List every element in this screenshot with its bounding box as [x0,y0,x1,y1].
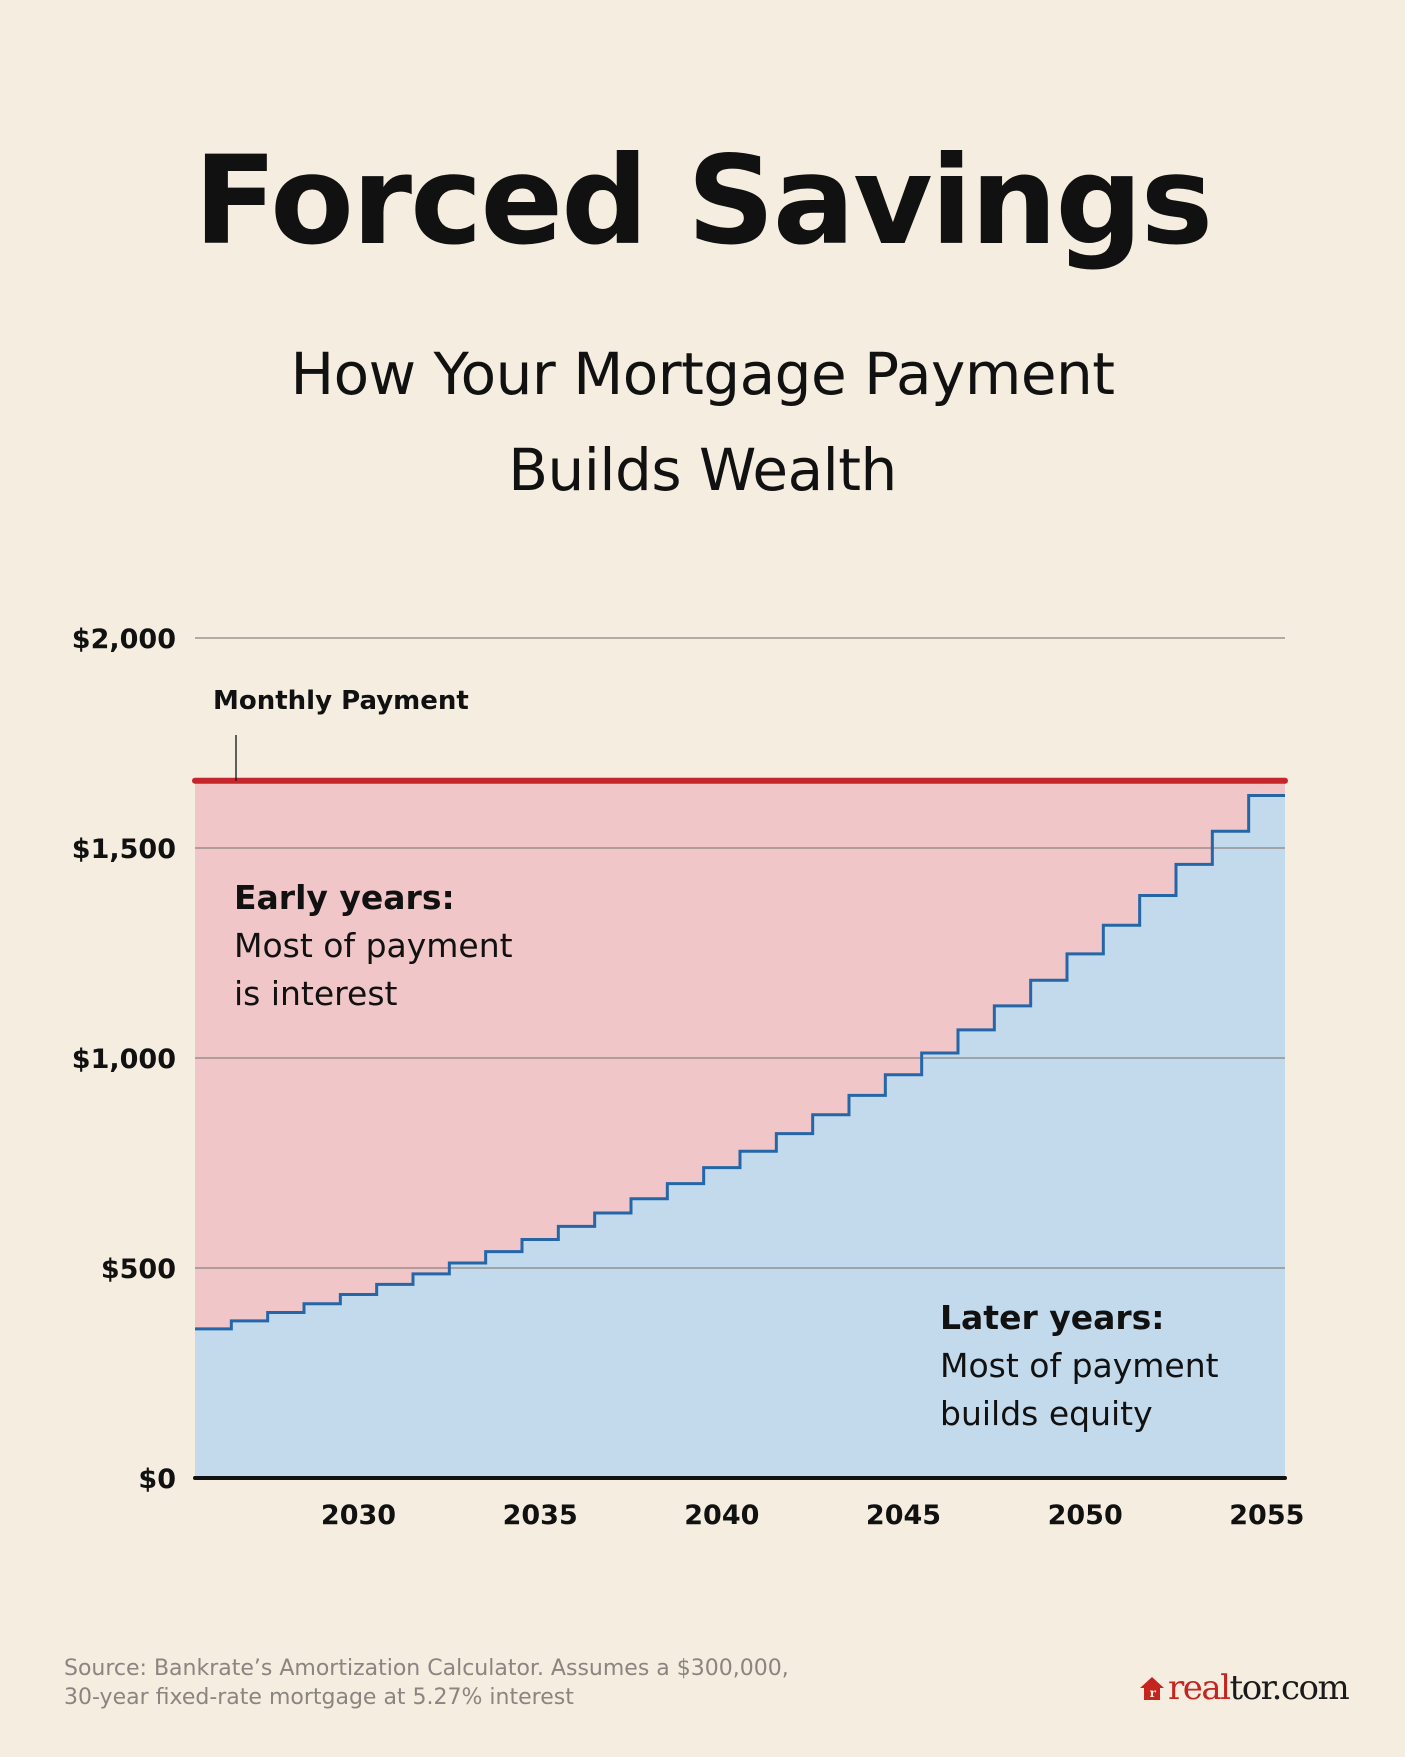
chart-lines [192,735,1288,1480]
early-years-line-2: is interest [234,974,398,1013]
realtor-logo: r real tor.com [1140,1668,1350,1708]
source-line-1: Source: Bankrate’s Amortization Calculat… [64,1656,789,1681]
logo-text-dark: tor.com [1229,1668,1350,1708]
early-years-heading: Early years: [234,878,455,917]
y-tick-label: $1,500 [72,834,176,865]
chart-areas [195,780,1285,1478]
early-years-annotation: Early years: Most of payment is interest [234,874,513,1018]
x-tick-label: 2030 [321,1500,396,1531]
house-icon: r [1140,1677,1164,1700]
y-axis-labels: $0 $500 $1,000 $1,500 $2,000 [72,624,176,1495]
x-tick-label: 2045 [866,1500,941,1531]
svg-text:r: r [1150,1686,1157,1700]
y-tick-label: $2,000 [72,624,176,655]
later-years-heading: Later years: [940,1298,1165,1337]
source-line-2: 30-year fixed-rate mortgage at 5.27% int… [64,1685,574,1710]
chart-subtitle: How Your Mortgage Payment Builds Wealth [0,326,1405,518]
logo-text-red: real [1168,1668,1231,1708]
later-years-annotation: Later years: Most of payment builds equi… [940,1294,1219,1438]
x-tick-label: 2050 [1048,1500,1123,1531]
early-years-line-1: Most of payment [234,926,513,965]
x-tick-label: 2040 [684,1500,759,1531]
principal-step-line [195,794,1285,1331]
gridlines [195,637,1285,1269]
x-axis-labels: 2030 2035 2040 2045 2050 2055 [321,1500,1304,1531]
later-years-line-1: Most of payment [940,1346,1219,1385]
source-note: Source: Bankrate’s Amortization Calculat… [64,1654,789,1712]
later-years-line-2: builds equity [940,1394,1153,1433]
y-tick-label: $500 [101,1254,176,1285]
x-tick-label: 2055 [1229,1500,1304,1531]
y-tick-label: $0 [138,1464,176,1495]
y-tick-label: $1,000 [72,1044,176,1075]
x-tick-label: 2035 [503,1500,578,1531]
subtitle-line-1: How Your Mortgage Payment [290,340,1115,408]
subtitle-line-2: Builds Wealth [508,436,897,504]
monthly-payment-label: Monthly Payment [213,686,469,716]
chart-title: Forced Savings [193,130,1214,272]
principal-area [195,795,1285,1478]
